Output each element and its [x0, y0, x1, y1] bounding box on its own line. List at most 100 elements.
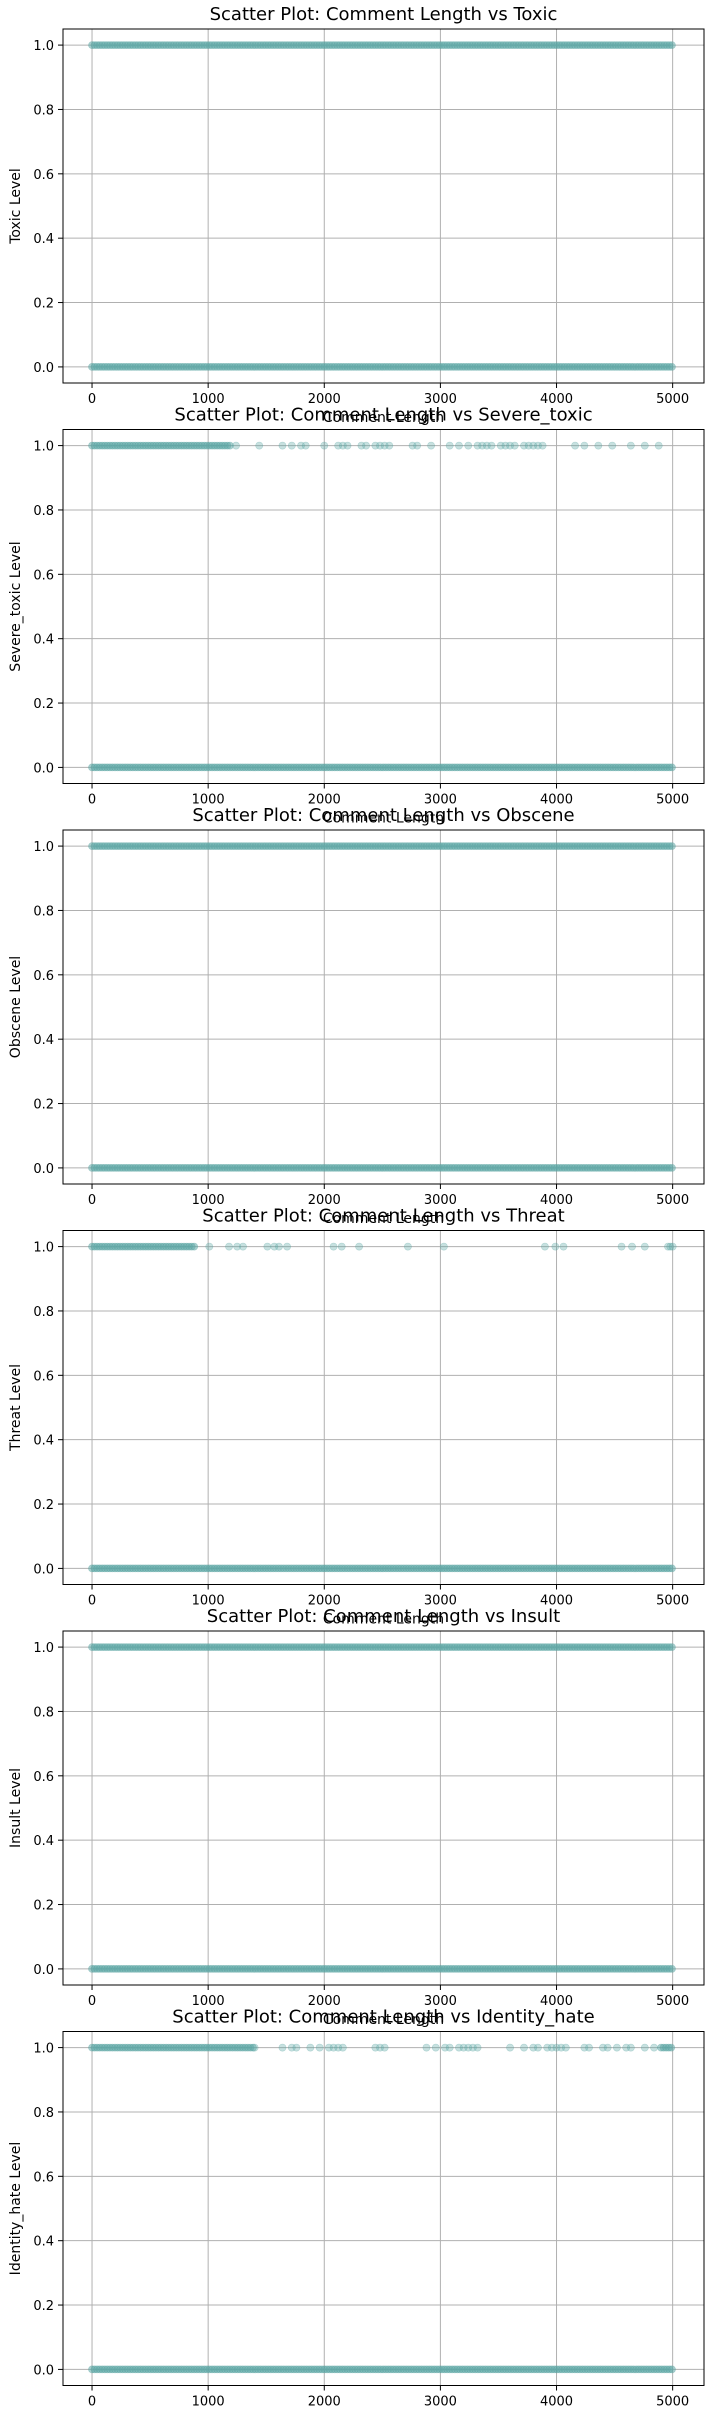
data-point	[613, 2043, 621, 2052]
y-axis-label: Obscene Level	[8, 956, 24, 1058]
y-tick-label: 1.0	[33, 1241, 54, 1256]
data-point	[306, 2043, 315, 2052]
y-tick-label: 0.2	[33, 1899, 54, 1914]
data-point	[403, 1242, 412, 1251]
data-point	[205, 1242, 214, 1251]
data-point	[496, 441, 505, 450]
y-tick-label: 0.4	[33, 1834, 54, 1849]
y-axis-label: Severe_toxic Level	[8, 541, 24, 671]
y-tick-label: 0.2	[33, 1498, 54, 1513]
x-axis-label: Comment Length	[323, 2012, 444, 2028]
data-point	[571, 441, 580, 450]
data-point	[297, 441, 305, 450]
data-point	[529, 441, 538, 450]
scatter-points	[88, 441, 676, 772]
y-tick-label: 0.8	[33, 904, 54, 919]
chart-panel-2: Scatter Plot: Comment Length vs Severe_t…	[8, 405, 705, 827]
chart-title: Scatter Plot: Comment Length vs Threat	[202, 1206, 564, 1227]
data-point	[510, 441, 519, 450]
data-point	[287, 2043, 296, 2052]
data-point	[668, 2365, 676, 2374]
data-point	[603, 2043, 612, 2052]
y-tick-label: 0.6	[33, 969, 54, 984]
y-axis-label: Threat Level	[8, 1364, 24, 1452]
data-point	[376, 2043, 384, 2052]
data-point	[626, 2043, 635, 2052]
chart-title: Scatter Plot: Comment Length vs Insult	[207, 1606, 560, 1627]
data-point	[292, 2043, 301, 2052]
data-point	[329, 1242, 338, 1251]
data-point	[667, 2043, 676, 2052]
data-point	[459, 2043, 468, 2052]
data-point	[559, 1242, 568, 1251]
data-point	[668, 763, 676, 772]
y-tick-label: 0.4	[33, 1434, 54, 1449]
data-point	[334, 2043, 343, 2052]
data-point	[431, 2043, 440, 2052]
y-tick-label: 0.0	[33, 1963, 54, 1978]
x-tick-label: 2000	[308, 1193, 341, 1208]
x-axis-label: Comment Length	[323, 811, 444, 827]
data-point	[594, 441, 603, 450]
data-point	[668, 842, 676, 850]
data-point	[357, 441, 366, 450]
x-tick-label: 0	[88, 1193, 96, 1208]
data-point	[617, 1242, 626, 1251]
x-tick-label: 0	[88, 793, 96, 808]
data-point	[380, 2043, 389, 2052]
y-tick-label: 0.0	[33, 361, 54, 376]
data-point	[608, 441, 617, 450]
chart-panel-4: Scatter Plot: Comment Length vs Threat 0 1…	[8, 1206, 705, 1628]
data-point	[580, 441, 589, 450]
data-point	[371, 2043, 380, 2052]
data-point	[469, 2043, 477, 2052]
y-tick-label: 0.4	[33, 633, 54, 648]
data-point	[225, 1242, 233, 1251]
data-point	[329, 2043, 338, 2052]
data-point	[654, 441, 663, 450]
data-point	[270, 1242, 279, 1251]
data-point	[287, 441, 296, 450]
data-point	[464, 441, 473, 450]
data-point	[422, 2043, 431, 2052]
data-point	[501, 441, 510, 450]
data-point	[338, 2043, 347, 2052]
data-point	[650, 2043, 658, 2052]
y-tick-label: 1.0	[33, 1641, 54, 1656]
y-tick-label: 0.0	[33, 761, 54, 776]
x-tick-label: 2000	[308, 793, 341, 808]
x-tick-label: 3000	[424, 793, 457, 808]
data-point	[255, 441, 264, 450]
chart-panel-3: Scatter Plot: Comment Length vs Obscene 0…	[8, 805, 705, 1227]
data-point	[626, 441, 635, 450]
data-point	[664, 1242, 672, 1251]
x-tick-label: 5000	[656, 392, 689, 407]
x-tick-label: 0	[88, 2395, 96, 2410]
data-point	[376, 441, 384, 450]
data-point	[668, 363, 676, 371]
data-point	[408, 441, 417, 450]
y-tick-label: 0.8	[33, 1705, 54, 1720]
data-point	[640, 1242, 649, 1251]
data-point	[455, 441, 463, 450]
x-tick-label: 4000	[540, 392, 573, 407]
data-point	[455, 2043, 463, 2052]
y-tick-label: 0.2	[33, 297, 54, 312]
data-point	[538, 441, 547, 450]
data-point	[628, 1242, 636, 1251]
x-tick-label: 2000	[308, 392, 341, 407]
y-tick-label: 0.6	[33, 1770, 54, 1785]
x-tick-label: 4000	[540, 1594, 573, 1609]
data-point	[385, 441, 394, 450]
axes-frame	[62, 829, 705, 1185]
x-tick-label: 1000	[192, 2395, 225, 2410]
x-tick-label: 1000	[192, 1193, 225, 1208]
y-tick-label: 0.2	[33, 697, 54, 712]
y-tick-label: 0.4	[33, 2235, 54, 2250]
data-point	[301, 441, 310, 450]
data-point	[668, 1643, 676, 1651]
data-point	[622, 2043, 631, 2052]
x-tick-label: 2000	[308, 2395, 341, 2410]
data-point	[640, 2043, 649, 2052]
y-tick-label: 1.0	[33, 440, 54, 455]
